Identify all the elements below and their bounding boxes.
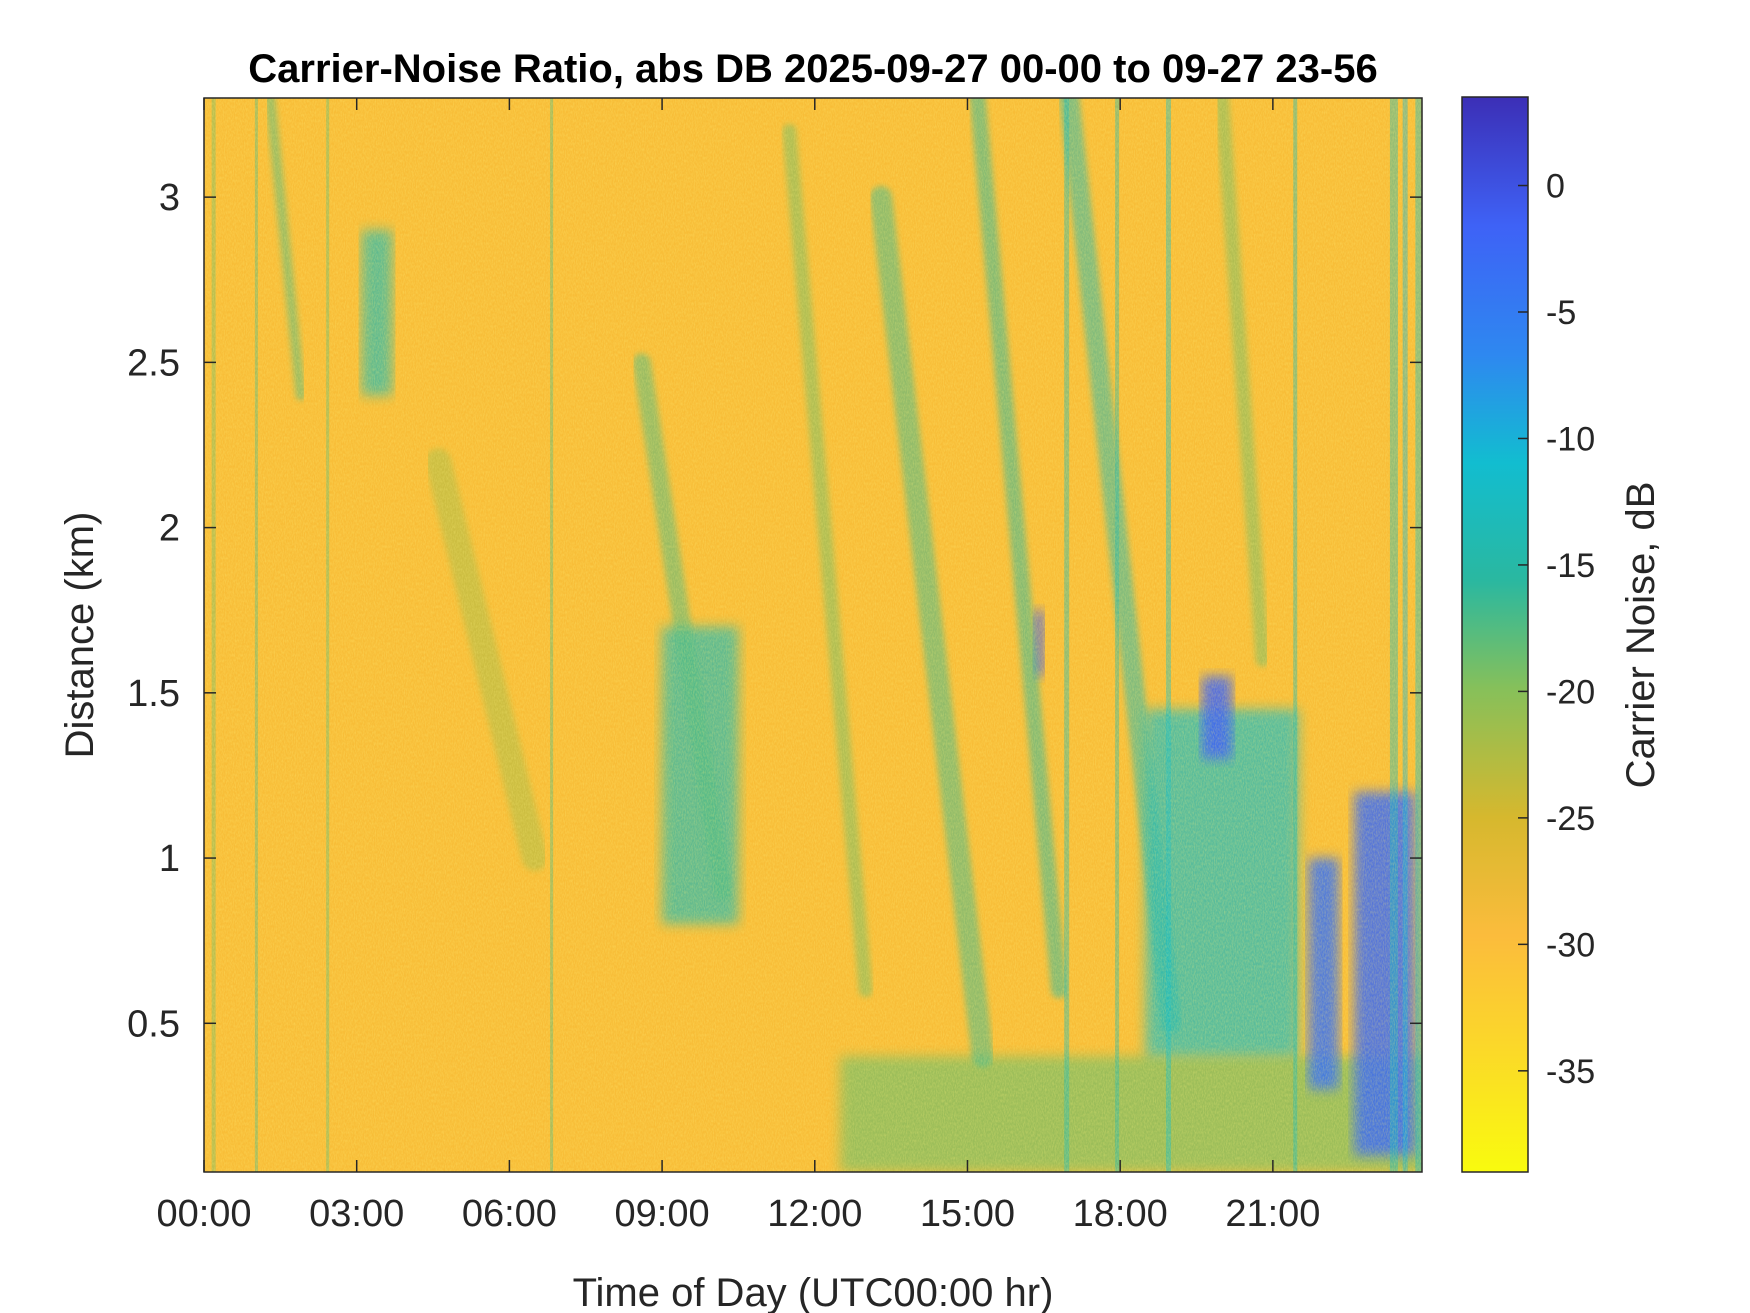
colorbar-title: Carrier Noise, dB — [1619, 482, 1663, 789]
y-tick-label: 0.5 — [127, 1003, 180, 1045]
colorbar-tick-label: -10 — [1546, 420, 1595, 458]
x-tick-label: 21:00 — [1225, 1193, 1320, 1235]
y-tick-label: 1 — [159, 838, 180, 880]
y-axis-title: Distance (km) — [58, 512, 102, 759]
x-tick-label: 03:00 — [309, 1193, 404, 1235]
y-axis: 0.5 1 1.5 2 2.5 3 — [127, 177, 1422, 1045]
x-tick-label: 18:00 — [1073, 1193, 1168, 1235]
colorbar-tick-label: -35 — [1546, 1053, 1595, 1091]
x-tick-label: 15:00 — [920, 1193, 1015, 1235]
colorbar-tick-label: 0 — [1546, 168, 1565, 206]
y-tick-label: 2 — [159, 508, 180, 550]
colorbar-tick-label: -5 — [1546, 294, 1576, 332]
plot-frame — [203, 97, 1423, 1173]
y-tick-label: 2.5 — [127, 342, 180, 384]
x-axis: 00:00 03:00 06:00 09:00 12:00 15:00 18:00 21:00 — [156, 98, 1320, 1235]
chart-title: Carrier-Noise Ratio, abs DB 2025-09-27 0… — [248, 47, 1377, 91]
x-axis-title: Time of Day (UTC00:00 hr) — [573, 1271, 1054, 1313]
colorbar-tick-label: -25 — [1546, 800, 1595, 838]
heatmap-image — [204, 98, 1422, 1172]
x-tick-label: 00:00 — [156, 1193, 251, 1235]
colorbar: 0 -5 -10 -15 -20 -25 -30 -35 — [1461, 96, 1595, 1173]
colorbar-tick-label: -20 — [1546, 673, 1595, 711]
heatmap-texture — [204, 98, 1422, 1172]
y-tick-label: 1.5 — [127, 673, 180, 715]
y-tick-label: 3 — [159, 177, 180, 219]
x-tick-label: 06:00 — [462, 1193, 557, 1235]
x-tick-label: 09:00 — [615, 1193, 710, 1235]
colorbar-tick-label: -30 — [1546, 926, 1595, 964]
x-tick-label: 12:00 — [767, 1193, 862, 1235]
colorbar-tick-label: -15 — [1546, 547, 1595, 585]
colorbar-gradient — [1461, 96, 1529, 1173]
